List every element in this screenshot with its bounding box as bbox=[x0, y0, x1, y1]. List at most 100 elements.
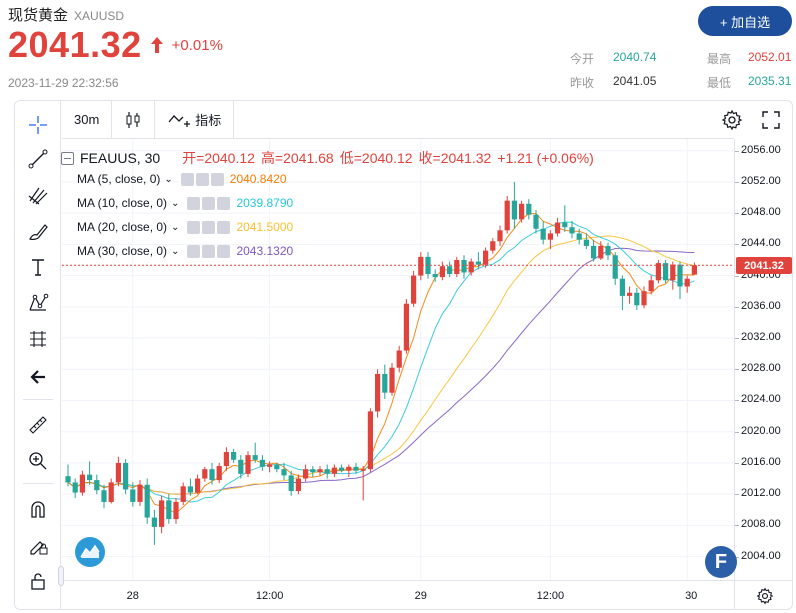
candle-body bbox=[389, 367, 395, 393]
candle-body bbox=[303, 469, 309, 479]
axis-settings-icon[interactable] bbox=[734, 580, 792, 609]
back-arrow-icon[interactable] bbox=[23, 363, 53, 391]
candle-body bbox=[547, 233, 553, 240]
brush-icon[interactable] bbox=[23, 217, 53, 245]
high-label: 最高 bbox=[707, 52, 732, 66]
gear-icon[interactable] bbox=[202, 244, 216, 258]
ma-controls bbox=[187, 244, 231, 258]
candle-body bbox=[432, 274, 438, 278]
legend-high: 高=2041.68 bbox=[260, 150, 334, 166]
fib-tool-icon[interactable] bbox=[23, 181, 53, 209]
chart-style-button[interactable] bbox=[75, 537, 105, 567]
gear-icon[interactable] bbox=[202, 196, 216, 210]
lock-drawing-icon[interactable] bbox=[23, 531, 53, 559]
price-tick-mark bbox=[735, 494, 739, 496]
instrument-symbol: XAUUSD bbox=[74, 9, 125, 23]
price-axis[interactable]: 2056.00 2052.00 2048.00 2044.00 2040.00 2036.… bbox=[734, 139, 792, 580]
candle-body bbox=[324, 469, 330, 474]
indicators-label: 指标 bbox=[195, 113, 222, 128]
eye-icon[interactable] bbox=[187, 196, 201, 210]
gear-icon[interactable] bbox=[195, 172, 209, 186]
ma-legend-row: MA (20, close, 0) ⌄ 2041.5000 bbox=[77, 220, 293, 234]
price-tick-label: 2036.00 bbox=[741, 299, 781, 312]
candle-body bbox=[94, 480, 100, 491]
candle-body bbox=[202, 469, 208, 479]
price-chart[interactable] bbox=[62, 139, 734, 580]
toolbar-divider bbox=[23, 483, 53, 484]
ma-value: 2043.1320 bbox=[236, 244, 294, 258]
pattern-tool-icon[interactable] bbox=[23, 289, 53, 317]
candle-body bbox=[72, 482, 78, 493]
ma-dropdown-icon[interactable]: ⌄ bbox=[171, 197, 180, 209]
settings-gear-icon[interactable] bbox=[713, 101, 751, 139]
candle-body bbox=[403, 303, 409, 351]
close-icon[interactable] bbox=[217, 244, 231, 258]
candle-body bbox=[223, 451, 229, 467]
gear-icon[interactable] bbox=[202, 220, 216, 234]
prev-close-label: 昨收 bbox=[570, 76, 595, 90]
candle-body bbox=[677, 264, 683, 287]
price-tick-mark bbox=[735, 306, 739, 308]
area-chart-icon bbox=[80, 544, 100, 558]
crosshair-icon[interactable] bbox=[23, 111, 53, 139]
candle-body bbox=[411, 275, 417, 304]
candle-body bbox=[65, 476, 71, 483]
ma-dropdown-icon[interactable]: ⌄ bbox=[171, 221, 180, 233]
price-tick-mark bbox=[735, 181, 739, 183]
ma-line bbox=[67, 212, 695, 514]
add-to-watchlist-button[interactable]: + 加自选 bbox=[698, 6, 792, 36]
candle-body bbox=[648, 280, 654, 292]
current-price: 2041.32 bbox=[8, 24, 142, 65]
interval-selector[interactable]: 30m bbox=[62, 101, 113, 139]
ma-dropdown-icon[interactable]: ⌄ bbox=[171, 245, 180, 257]
ma-legend-row: MA (30, close, 0) ⌄ 2043.1320 bbox=[77, 244, 293, 258]
low-value: 2035.31 bbox=[748, 74, 792, 88]
ma-legend-row: MA (10, close, 0) ⌄ 2039.8790 bbox=[77, 196, 293, 210]
price-tick-label: 2024.00 bbox=[741, 393, 781, 406]
prediction-tool-icon[interactable] bbox=[23, 325, 53, 353]
scroll-handle[interactable] bbox=[58, 566, 64, 586]
ma-dropdown-icon[interactable]: ⌄ bbox=[164, 173, 173, 185]
ma-controls bbox=[187, 220, 231, 234]
candle-body bbox=[108, 482, 114, 502]
text-tool-icon[interactable] bbox=[23, 253, 53, 281]
ma-controls bbox=[180, 172, 224, 186]
indicators-icon bbox=[168, 114, 191, 127]
close-icon[interactable] bbox=[217, 196, 231, 210]
candle-body bbox=[605, 245, 611, 256]
quote-timestamp: 2023-11-29 22:32:56 bbox=[8, 76, 119, 90]
candle-body bbox=[382, 373, 388, 393]
close-icon[interactable] bbox=[210, 172, 224, 186]
indicators-button[interactable]: 指标 bbox=[155, 101, 235, 139]
legend-ohlc-row: FEAUUS, 30 开=2040.12 高=2041.68 低=2040.12… bbox=[61, 148, 600, 168]
candle-body bbox=[598, 245, 604, 259]
eye-icon[interactable] bbox=[180, 172, 194, 186]
trend-line-icon[interactable] bbox=[23, 145, 53, 173]
magnet-icon[interactable] bbox=[23, 495, 53, 523]
eye-icon[interactable] bbox=[187, 220, 201, 234]
candle-body bbox=[123, 462, 129, 490]
legend-change: +1.21 (+0.06%) bbox=[497, 150, 594, 166]
zoom-in-icon[interactable] bbox=[23, 447, 53, 475]
candle-body bbox=[634, 292, 640, 306]
candle-body bbox=[295, 478, 301, 492]
close-icon[interactable] bbox=[217, 220, 231, 234]
candle-body bbox=[396, 350, 402, 368]
price-tick-mark bbox=[735, 338, 739, 340]
chart-type-button[interactable] bbox=[112, 101, 156, 139]
ruler-icon[interactable] bbox=[23, 411, 53, 439]
time-axis[interactable]: 28 12:00 29 12:00 30 bbox=[62, 580, 734, 609]
lock-icon[interactable] bbox=[23, 567, 53, 595]
eye-icon[interactable] bbox=[187, 244, 201, 258]
candle-body bbox=[187, 486, 193, 493]
time-tick-label: 12:00 bbox=[255, 590, 284, 602]
candle-body bbox=[216, 466, 222, 481]
price-tick-label: 2008.00 bbox=[741, 518, 781, 531]
candle-body bbox=[655, 263, 661, 281]
legend-low: 低=2040.12 bbox=[339, 150, 413, 166]
price-tick-label: 2048.00 bbox=[741, 206, 781, 219]
candlestick-icon bbox=[126, 111, 140, 128]
title-row: 现货黄金 XAUUSD bbox=[8, 4, 124, 25]
collapse-legend-button[interactable] bbox=[61, 151, 74, 165]
fullscreen-icon[interactable] bbox=[752, 101, 790, 139]
